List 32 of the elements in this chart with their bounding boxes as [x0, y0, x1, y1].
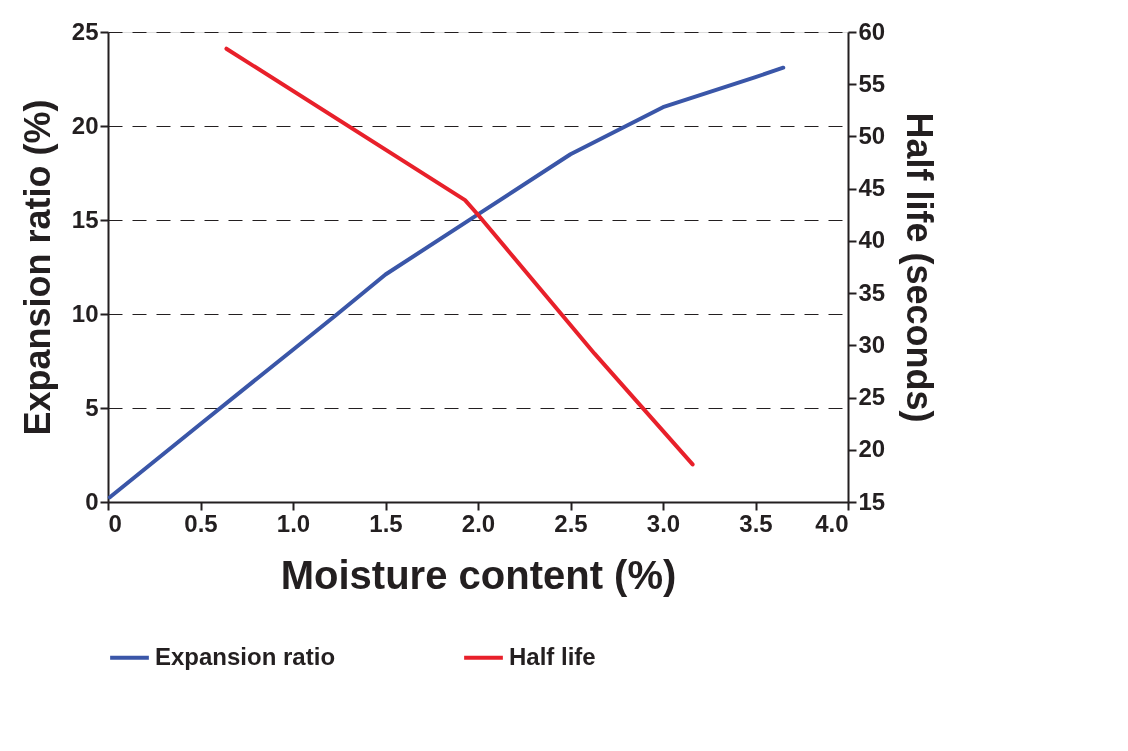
- y-tick-label: 15: [71, 205, 99, 233]
- legend-label: Half life: [509, 642, 596, 670]
- y2-tick-label: 20: [858, 435, 886, 463]
- legend-label: Expansion ratio: [155, 642, 336, 670]
- y2-tick-label: 60: [858, 17, 886, 45]
- y2-tick-label: 25: [858, 383, 886, 411]
- x-tick-label: 3.0: [646, 509, 681, 537]
- y2-tick-label: 45: [858, 174, 886, 202]
- y-tick-label: 20: [71, 111, 99, 139]
- y2-tick-label: 35: [858, 278, 886, 306]
- x-tick-label: 1.5: [369, 509, 403, 537]
- y2-tick-label: 50: [858, 121, 886, 149]
- x-tick-label: 0.5: [184, 509, 218, 537]
- line-series: [224, 46, 695, 467]
- y-tick-label: 10: [71, 299, 99, 327]
- x-tick-label: 2.5: [554, 509, 588, 537]
- y-tick-label: 5: [85, 393, 99, 421]
- y-axis-title: Expansion ratio (%): [16, 99, 58, 436]
- x-axis-title: Moisture content (%): [280, 552, 677, 597]
- y-tick-label: 0: [85, 487, 99, 515]
- y2-tick-label: 30: [858, 330, 886, 358]
- y2-axis-title: Half life (seconds): [899, 112, 941, 423]
- x-tick-label: 4.0: [815, 509, 849, 537]
- line-series: [107, 65, 786, 500]
- y-tick-label: 25: [71, 17, 99, 45]
- y2-tick-label: 40: [858, 226, 886, 254]
- x-tick-label: 0: [108, 509, 122, 537]
- y2-tick-label: 55: [858, 69, 886, 97]
- y2-tick-label: 15: [858, 487, 886, 515]
- x-tick-label: 3.5: [739, 509, 773, 537]
- x-tick-label: 2.0: [461, 509, 496, 537]
- x-tick-label: 1.0: [276, 509, 311, 537]
